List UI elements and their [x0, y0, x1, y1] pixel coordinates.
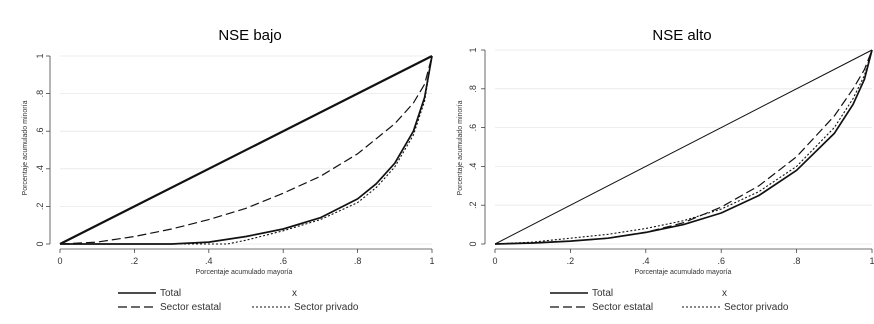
y-tick-label: 1 [35, 53, 45, 58]
series-line-sector-privado [60, 55, 433, 245]
x-tick-label: .6 [279, 256, 287, 266]
plot-area: 0 .2 .4 .6 .8 1 0 .2 .4 .6 .8 1 [468, 47, 874, 266]
y-tick-label: 0 [468, 241, 478, 246]
x-tick-label: .8 [793, 256, 801, 266]
chart-title: NSE bajo [218, 27, 281, 44]
legend-label: Sector estatal [592, 302, 653, 313]
legend: Total x Sector estatal Sector privado [118, 288, 359, 313]
series-line-total [494, 49, 873, 245]
plot-area: 0 .2 .4 .6 .8 1 0 .2 .4 .6 .8 1 [35, 53, 435, 266]
x-tick-label: .6 [717, 256, 725, 266]
legend-label: Sector estatal [160, 302, 221, 313]
series-line-sector-estatal [494, 49, 873, 245]
legend-label: x [722, 288, 727, 299]
chart-panel-nse-bajo: NSE bajo Porcentaje acumulado mayoría Po… [22, 27, 435, 313]
x-tick-label: .4 [642, 256, 650, 266]
x-tick-label: .2 [131, 256, 139, 266]
y-tick-label: .4 [468, 163, 478, 171]
chart-title: NSE alto [652, 27, 711, 44]
y-tick-label: .6 [35, 127, 45, 135]
chart-panel-nse-alto: NSE alto Porcentaje acumulado mayoría Po… [437, 0, 874, 324]
legend-label: Total [592, 288, 613, 299]
series-line-x [59, 55, 433, 245]
series-line-x [494, 49, 873, 245]
chart-nse-bajo: NSE bajo Porcentaje acumulado mayoría Po… [22, 27, 435, 313]
y-tick-label: .8 [468, 85, 478, 93]
y-tick-label: .4 [35, 165, 45, 173]
y-tick-label: 1 [468, 47, 478, 52]
y-axis-label: Porcentaje acumulado minoría [457, 100, 464, 195]
legend: Total x Sector estatal Sector privado [550, 288, 789, 313]
x-axis-label: Porcentaje acumulado mayoría [196, 269, 293, 276]
y-axis-label: Porcentaje acumulado minoría [22, 100, 29, 195]
x-tick-label: .8 [354, 256, 362, 266]
chart-nse-alto: NSE alto Porcentaje acumulado mayoría Po… [457, 27, 874, 313]
y-tick-label: .2 [35, 203, 45, 211]
series-line-total [60, 55, 433, 245]
series-line-sector-estatal [59, 55, 433, 245]
x-tick-label: 0 [492, 256, 497, 266]
y-tick-label: 0 [35, 241, 45, 246]
legend-label: Total [160, 288, 181, 299]
x-tick-label: 0 [57, 256, 62, 266]
x-tick-label: 1 [429, 256, 434, 266]
legend-label: Sector privado [724, 302, 789, 313]
y-tick-label: .2 [468, 201, 478, 209]
legend-label: x [292, 288, 297, 299]
x-tick-label: .4 [205, 256, 213, 266]
y-tick-label: .8 [35, 90, 45, 98]
series-line-sector-privado [494, 49, 873, 245]
x-tick-label: .2 [567, 256, 575, 266]
legend-label: Sector privado [294, 302, 359, 313]
x-axis-label: Porcentaje acumulado mayoría [635, 269, 732, 276]
x-tick-label: 1 [869, 256, 874, 266]
y-tick-label: .6 [468, 124, 478, 132]
